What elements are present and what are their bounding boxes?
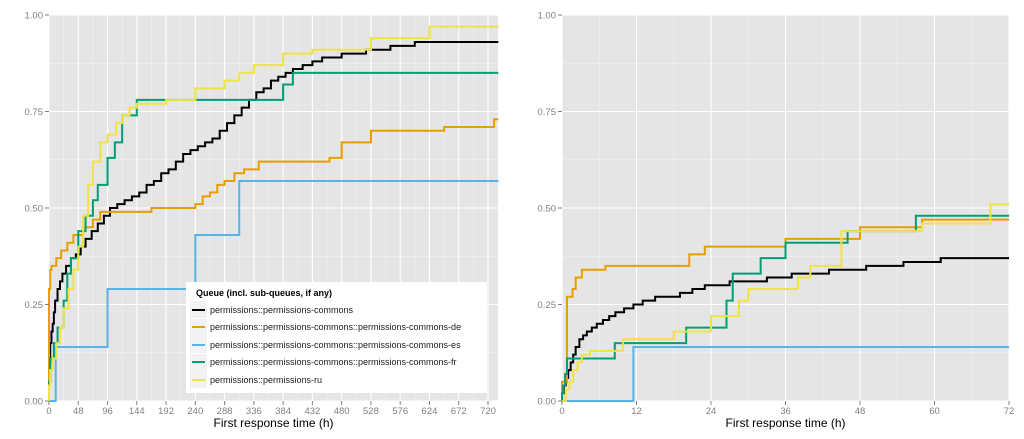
x-tick-label: 720 xyxy=(480,406,496,417)
legend-label: permissions::permissions-commons::permis… xyxy=(210,357,457,368)
y-tick-label: 0.50 xyxy=(25,203,44,214)
legend-key-icon xyxy=(190,353,207,371)
legend-key-icon xyxy=(190,371,207,389)
y-tick-label: 0.00 xyxy=(25,396,44,407)
legend-label: permissions::permissions-commons xyxy=(210,304,354,315)
x-tick-label: 624 xyxy=(422,406,438,417)
x-tick-label: 384 xyxy=(275,406,291,417)
y-tick-label: 1.00 xyxy=(25,10,44,21)
series-line-2 xyxy=(562,345,1009,402)
y-tick-label: 1.00 xyxy=(538,10,557,21)
series-line-4 xyxy=(48,25,499,401)
legend-swatch-commons xyxy=(192,308,205,311)
y-tick-label: 0.00 xyxy=(538,396,557,407)
legend: Queue (incl. sub-queues, if any) permiss… xyxy=(186,282,487,393)
series-line-4 xyxy=(562,203,1009,402)
x-tick-label: 480 xyxy=(334,406,350,417)
legend-swatch-fr xyxy=(192,361,205,364)
legend-swatch-de xyxy=(192,326,205,329)
legend-title: Queue (incl. sub-queues, if any) xyxy=(196,288,333,298)
x-tick-label: 288 xyxy=(217,406,233,417)
x-tick-label: 60 xyxy=(929,406,940,417)
legend-swatch-es xyxy=(192,343,205,346)
x-tick-label: 672 xyxy=(451,406,467,417)
legend-item: permissions::permissions-commons::permis… xyxy=(190,336,487,354)
x-tick-label: 336 xyxy=(246,406,262,417)
x-tick-label: 192 xyxy=(158,406,174,417)
legend-key-icon xyxy=(190,336,207,354)
series-line-1 xyxy=(561,218,1009,401)
x-tick-label: 48 xyxy=(855,406,866,417)
panel-zoomed-72h: 0.00 0.25 0.50 0.75 1.00 0 12 24 36 48 60 72 First r… xyxy=(538,10,1015,430)
x-tick-label: 24 xyxy=(706,406,717,417)
x-tick-label: 96 xyxy=(102,406,113,417)
x-tick-label: 36 xyxy=(780,406,791,417)
legend-key-icon xyxy=(190,301,207,319)
x-tick-label: 432 xyxy=(304,406,320,417)
legend-label: permissions::permissions-commons::permis… xyxy=(210,339,461,350)
x-tick-label: 528 xyxy=(363,406,379,417)
legend-swatch-ru xyxy=(192,378,205,381)
x-tick-label: 48 xyxy=(73,406,84,417)
x-tick-label: 12 xyxy=(631,406,642,417)
x-tick-label: 240 xyxy=(187,406,203,417)
legend-label: permissions::permissions-commons::permis… xyxy=(210,322,462,333)
x-tick-label: 576 xyxy=(392,406,408,417)
y-tick-label: 0.75 xyxy=(25,107,44,118)
legend-item: permissions::permissions-commons::permis… xyxy=(190,353,487,372)
series-line-2 xyxy=(49,179,499,402)
x-tick-label: 0 xyxy=(559,406,564,417)
series-line-0 xyxy=(561,257,1009,401)
y-tick-label: 0.50 xyxy=(538,203,557,214)
series-line-3 xyxy=(561,214,1009,401)
series-line-0 xyxy=(48,41,499,401)
x-tick-label: 144 xyxy=(129,406,145,417)
legend-label: permissions::permissions-ru xyxy=(210,374,323,385)
legend-item: permissions::permissions-commons::permis… xyxy=(190,318,487,337)
legend-key-icon xyxy=(190,318,207,336)
y-tick-label: 0.75 xyxy=(538,107,557,118)
x-axis-title: First response time (h) xyxy=(213,416,333,430)
y-tick-label: 0.25 xyxy=(25,300,44,311)
legend-item: permissions::permissions-commons xyxy=(190,301,487,319)
y-tick-label: 0.25 xyxy=(538,300,557,311)
x-tick-label: 72 xyxy=(1004,406,1015,417)
x-tick-label: 0 xyxy=(46,406,51,417)
legend-item: permissions::permissions-ru xyxy=(190,371,487,389)
series-line-1 xyxy=(48,118,499,401)
x-axis-title: First response time (h) xyxy=(725,416,845,430)
